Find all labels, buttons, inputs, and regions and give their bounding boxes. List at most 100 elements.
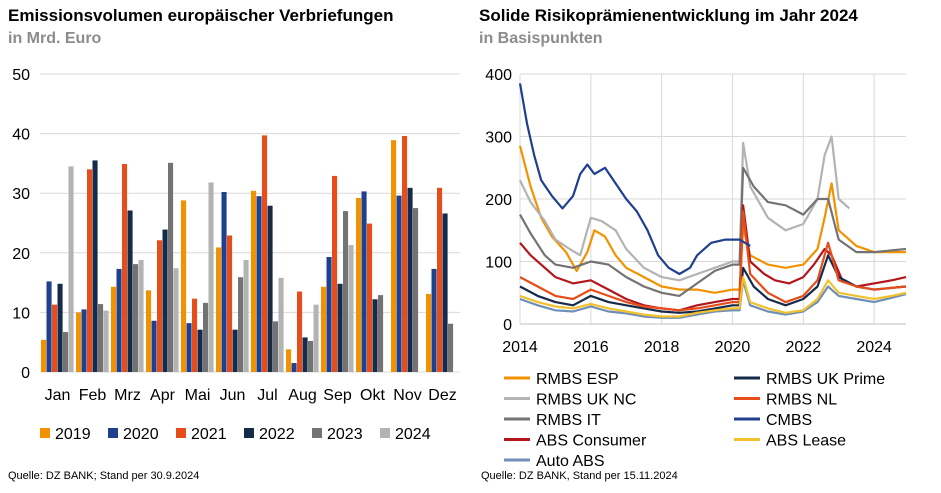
bar-2019-Mai xyxy=(181,200,187,372)
series-line-RMBS-IT xyxy=(519,166,907,297)
x-tick-label: Jun xyxy=(220,387,246,404)
bar-2023-Jun xyxy=(238,277,244,372)
y-tick-label: 0 xyxy=(21,365,30,382)
bar-2024-Aug xyxy=(313,304,319,372)
bar-2020-Jul xyxy=(256,196,262,372)
bar-2023-Mrz xyxy=(133,264,139,372)
series-line-Auto-ABS xyxy=(519,279,907,319)
legend-label-RMBS-NL: RMBS NL xyxy=(766,392,837,409)
bar-2024-Jan xyxy=(68,166,74,372)
series-line-CMBS xyxy=(518,83,751,276)
bar-2021-Jun xyxy=(227,235,233,372)
bar-2022-Nov xyxy=(407,187,413,372)
y-tick-label: 400 xyxy=(485,67,512,84)
x-tick-label: 2020 xyxy=(715,339,751,356)
bar-2022-Okt xyxy=(372,299,378,372)
legend-swatch-2020 xyxy=(108,428,118,438)
bar-2020-Apr xyxy=(151,320,157,372)
bar-2023-Dez xyxy=(448,323,454,372)
bar-2020-Feb xyxy=(81,309,87,372)
x-tick-label: Dez xyxy=(428,387,456,404)
legend-swatch-2023 xyxy=(312,428,322,438)
legend-label-ABS-Consumer: ABS Consumer xyxy=(536,433,647,450)
bar-2024-Mrz xyxy=(138,259,144,372)
series-line-RMBS-UK-NC xyxy=(519,135,851,282)
legend-swatch-2022 xyxy=(244,428,254,438)
bar-2022-Dez xyxy=(442,213,448,372)
x-tick-label: Aug xyxy=(288,387,316,404)
bar-2021-Jul xyxy=(262,135,268,372)
legend-label-2019: 2019 xyxy=(55,426,91,443)
legend-label-ABS-Lease: ABS Lease xyxy=(766,433,846,450)
bar-2021-Aug xyxy=(297,291,303,372)
y-tick-label: 200 xyxy=(485,192,512,209)
x-tick-label: Mrz xyxy=(114,387,141,404)
y-tick-label: 300 xyxy=(485,130,512,147)
x-tick-label: Jul xyxy=(257,387,277,404)
x-tick-label: Apr xyxy=(150,387,176,404)
x-tick-label: 2016 xyxy=(573,339,609,356)
legend-swatch-2024 xyxy=(380,428,390,438)
bar-2020-Mrz xyxy=(116,268,122,372)
bar-2019-Jan xyxy=(41,339,47,372)
legend-label-2023: 2023 xyxy=(327,426,363,443)
bar-2023-Apr xyxy=(168,162,174,372)
x-tick-label: Sep xyxy=(323,387,352,404)
legend-label-2024: 2024 xyxy=(395,426,431,443)
legend-swatch-2021 xyxy=(176,428,186,438)
y-tick-label: 100 xyxy=(485,255,512,272)
legend-swatch-2019 xyxy=(40,428,50,438)
legend-label-RMBS-UK-Prime: RMBS UK Prime xyxy=(766,371,885,388)
bar-2024-Jul xyxy=(278,277,284,372)
legend-label-2021: 2021 xyxy=(191,426,227,443)
x-tick-label: Jan xyxy=(45,387,71,404)
bar-2022-Sep xyxy=(337,283,343,372)
bar-2022-Mai xyxy=(197,329,203,372)
bar-2021-Mai xyxy=(192,298,198,372)
series-line-ABS-Lease xyxy=(519,276,907,318)
bar-2023-Aug xyxy=(308,341,314,372)
bar-2023-Feb xyxy=(98,304,104,372)
x-tick-label: Feb xyxy=(79,387,107,404)
bar-2024-Mai xyxy=(208,182,214,372)
bar-2021-Sep xyxy=(332,175,338,372)
bar-2023-Sep xyxy=(343,211,349,372)
bar-2022-Aug xyxy=(302,337,308,372)
bar-2019-Feb xyxy=(76,312,82,372)
bar-2021-Jan xyxy=(52,304,58,372)
y-tick-label: 30 xyxy=(12,186,30,203)
bar-2022-Jan xyxy=(57,283,63,372)
bar-2019-Okt xyxy=(356,197,362,372)
bar-2022-Mrz xyxy=(127,210,133,372)
bar-2019-Apr xyxy=(146,290,152,372)
y-tick-label: 50 xyxy=(12,67,30,84)
y-tick-label: 0 xyxy=(503,317,512,334)
x-tick-label: 2018 xyxy=(644,339,680,356)
bar-2020-Jun xyxy=(221,192,227,372)
bar-2019-Aug xyxy=(286,349,292,372)
series-line-RMBS-UK-Prime xyxy=(519,254,907,314)
bar-2019-Sep xyxy=(321,286,327,372)
x-tick-label: 2024 xyxy=(856,339,892,356)
right-chart-source: Quelle: DZ BANK, Stand per 15.11.2024 xyxy=(481,470,678,482)
series-line-RMBS-ESP xyxy=(518,145,906,294)
bar-2022-Feb xyxy=(92,160,98,372)
bar-2019-Nov xyxy=(391,140,397,372)
bar-2021-Mrz xyxy=(122,163,128,372)
bar-2020-Jan xyxy=(46,281,52,372)
bar-2023-Nov xyxy=(413,208,419,372)
x-tick-label: Nov xyxy=(393,387,421,404)
legend-label-2020: 2020 xyxy=(123,426,159,443)
bar-2024-Apr xyxy=(173,268,179,372)
bar-2019-Jul xyxy=(251,190,257,372)
x-tick-label: Mai xyxy=(185,387,211,404)
x-tick-label: Okt xyxy=(360,387,385,404)
bar-2019-Jun xyxy=(216,247,222,372)
x-tick-label: 2022 xyxy=(786,339,822,356)
bar-2020-Nov xyxy=(396,195,402,372)
bar-2020-Okt xyxy=(361,191,367,372)
legend-label-RMBS-UK-NC: RMBS UK NC xyxy=(536,392,636,409)
line-chart: 0 100 200 300 400 2014 2016 2018 2020 2022 2024 RMB… xyxy=(485,67,907,470)
bar-chart: 0 10 20 30 40 50 Jan Feb Mrz Apr Mai Jun Jul Aug Sep Ok… xyxy=(12,67,460,443)
bar-2019-Mrz xyxy=(111,286,117,372)
